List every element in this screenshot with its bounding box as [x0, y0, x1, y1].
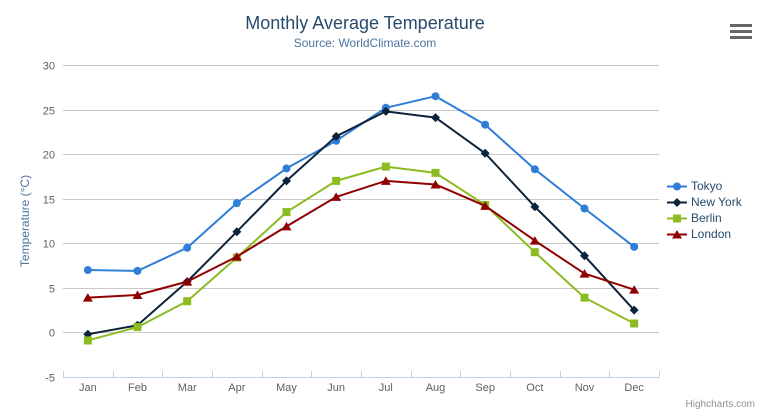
- series-tokyo: [83, 92, 639, 275]
- legend-label: Berlin: [691, 211, 722, 225]
- data-point-tokyo-feb[interactable]: [133, 266, 142, 275]
- series-line-berlin: [86, 165, 636, 342]
- data-point-new-york-nov[interactable]: [580, 251, 589, 261]
- data-point-london-aug[interactable]: [430, 179, 441, 189]
- legend-label: Tokyo: [691, 179, 723, 193]
- series-line-new-york: [86, 110, 636, 336]
- data-point-london-jul[interactable]: [380, 176, 391, 185]
- series-new-york: [83, 106, 639, 339]
- triangle-marker-icon: [672, 229, 682, 238]
- data-point-berlin-mar[interactable]: [183, 297, 192, 306]
- diamond-marker-icon: [672, 197, 682, 207]
- data-point-tokyo-nov[interactable]: [580, 204, 589, 213]
- x-axis-label: Sep: [475, 382, 495, 394]
- y-axis-tick-label: 5: [49, 284, 55, 296]
- data-point-new-york-may[interactable]: [282, 176, 291, 186]
- y-axis-tick-label: 15: [43, 195, 55, 207]
- y-axis-tick-label: 25: [43, 106, 55, 118]
- new-york-series-icon: [667, 197, 687, 207]
- data-point-london-sep[interactable]: [480, 201, 491, 210]
- data-point-london-apr[interactable]: [231, 252, 242, 261]
- legend-item-london[interactable]: London: [666, 226, 742, 242]
- y-axis-tick-label: -5: [45, 373, 55, 385]
- data-point-berlin-oct[interactable]: [530, 248, 539, 257]
- data-point-berlin-dec[interactable]: [630, 319, 639, 328]
- data-point-tokyo-mar[interactable]: [183, 243, 192, 252]
- data-point-london-feb[interactable]: [132, 290, 143, 299]
- data-point-berlin-aug[interactable]: [431, 168, 440, 177]
- data-point-london-mar[interactable]: [182, 277, 193, 286]
- data-point-berlin-jun[interactable]: [332, 176, 341, 185]
- london-series-icon: [667, 229, 687, 238]
- y-axis-title: Temperature (°C): [18, 174, 32, 268]
- series-london: [82, 176, 640, 302]
- data-point-tokyo-may[interactable]: [282, 164, 291, 173]
- data-point-london-oct[interactable]: [529, 236, 540, 245]
- data-point-tokyo-apr[interactable]: [232, 199, 241, 208]
- series-line-tokyo: [86, 95, 636, 272]
- data-point-berlin-nov[interactable]: [580, 293, 589, 302]
- x-axis-label: Jun: [327, 382, 345, 394]
- legend-label: London: [691, 227, 732, 241]
- tokyo-series-icon: [667, 182, 687, 190]
- x-axis-label: Feb: [128, 382, 147, 394]
- y-axis-tick-label: 20: [43, 150, 55, 162]
- legend-item-new-york[interactable]: New York: [666, 194, 742, 210]
- y-axis-tick-label: 10: [43, 239, 55, 251]
- circle-marker-icon: [673, 182, 681, 190]
- data-point-new-york-sep[interactable]: [480, 148, 490, 158]
- data-point-london-may[interactable]: [281, 221, 292, 231]
- chart-title: Monthly Average Temperature: [245, 13, 485, 33]
- berlin-series-icon: [667, 214, 687, 222]
- y-axis-tick-label: 30: [43, 61, 55, 73]
- data-point-london-nov[interactable]: [579, 269, 590, 278]
- x-axis-label: Mar: [178, 382, 197, 394]
- data-point-new-york-jul[interactable]: [381, 106, 391, 116]
- legend-label: New York: [691, 195, 742, 209]
- data-point-berlin-jul[interactable]: [381, 162, 390, 171]
- data-point-tokyo-aug[interactable]: [431, 92, 440, 101]
- x-axis-label: Apr: [228, 382, 245, 394]
- hamburger-icon: [730, 23, 752, 39]
- data-point-new-york-oct[interactable]: [530, 202, 540, 212]
- legend-item-tokyo[interactable]: Tokyo: [666, 178, 742, 194]
- export-menu-button[interactable]: [729, 20, 753, 42]
- x-axis-label: Oct: [526, 382, 543, 394]
- data-point-london-jan[interactable]: [82, 293, 93, 302]
- x-axis-label: Jul: [379, 382, 393, 394]
- data-point-new-york-apr[interactable]: [232, 227, 242, 237]
- x-axis-label: Dec: [624, 382, 644, 394]
- data-point-berlin-may[interactable]: [282, 208, 291, 217]
- data-point-berlin-jan[interactable]: [83, 336, 92, 345]
- data-point-new-york-dec[interactable]: [629, 305, 639, 315]
- data-point-london-dec[interactable]: [629, 285, 640, 294]
- data-point-tokyo-dec[interactable]: [630, 242, 639, 251]
- data-point-new-york-jun[interactable]: [331, 131, 341, 141]
- x-axis-label: Aug: [426, 382, 446, 394]
- data-point-new-york-aug[interactable]: [431, 113, 440, 123]
- data-point-tokyo-sep[interactable]: [481, 120, 490, 129]
- chart-subtitle: Source: WorldClimate.com: [293, 36, 437, 50]
- x-axis-label: Nov: [575, 382, 595, 394]
- data-point-berlin-feb[interactable]: [133, 323, 142, 332]
- data-point-tokyo-jan[interactable]: [83, 266, 92, 275]
- y-axis-tick-label: 0: [49, 328, 55, 340]
- legend: Tokyo New York Berlin London: [666, 178, 742, 242]
- x-axis-label: May: [276, 382, 297, 394]
- square-marker-icon: [673, 214, 681, 222]
- data-point-london-jun[interactable]: [331, 192, 342, 201]
- x-axis-label: Jan: [79, 382, 97, 394]
- data-point-tokyo-oct[interactable]: [530, 165, 539, 174]
- highcharts-credit-link[interactable]: Highcharts.com: [685, 399, 755, 410]
- legend-item-berlin[interactable]: Berlin: [666, 210, 742, 226]
- series-line-london: [86, 179, 636, 299]
